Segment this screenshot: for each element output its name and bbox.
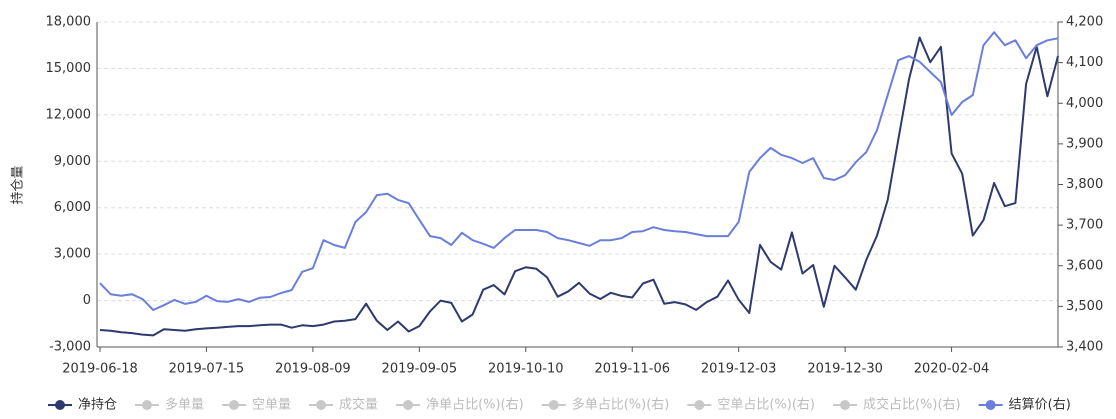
legend-marker	[694, 400, 705, 410]
legend-item: 成交占比(%)(右)	[832, 397, 961, 413]
legend-label: 净持仓	[78, 398, 117, 413]
x-tick-label: 2019-09-05	[382, 362, 458, 377]
y-tick-label: -3,000	[49, 340, 91, 355]
legend-label: 空单量	[252, 398, 291, 413]
x-tick-label: 2019-10-10	[488, 362, 564, 377]
series-line	[99, 31, 1059, 311]
legend-label: 结算价(右)	[1009, 398, 1071, 413]
legend-marker	[316, 400, 327, 410]
x-tick-label: 2019-12-30	[807, 362, 883, 377]
y2-tick-label: 3,600	[1066, 258, 1103, 273]
legend-label: 空单占比(%)(右)	[717, 398, 815, 413]
legend-marker	[229, 400, 240, 410]
y2-tick-label: 3,800	[1066, 177, 1103, 192]
legend-item: 空单量	[222, 398, 291, 413]
y2-tick-label: 3,900	[1066, 136, 1103, 151]
legend-item: 成交量	[309, 397, 378, 413]
series-line	[99, 36, 1059, 337]
legend-marker	[839, 400, 850, 410]
y2-tick-label: 4,200	[1066, 15, 1103, 30]
y-tick-label: 0	[83, 293, 91, 308]
x-tick-label: 2019-07-15	[169, 362, 245, 377]
y-tick-label: 12,000	[46, 107, 92, 122]
x-tick-label: 2019-08-09	[275, 362, 351, 377]
legend-label: 多单量	[165, 397, 204, 413]
legend-marker	[403, 400, 414, 410]
y2-tick-label: 3,400	[1066, 340, 1103, 355]
y-tick-label: 15,000	[46, 61, 92, 76]
legend-label: 多单占比(%)(右)	[572, 397, 670, 413]
y2-tick-label: 3,500	[1066, 299, 1103, 314]
x-tick-label: 2019-11-06	[594, 362, 670, 377]
legend-marker	[142, 400, 153, 410]
legend-item: 结算价(右)	[978, 398, 1071, 413]
legend-label: 净单占比(%)(右)	[426, 398, 524, 413]
y-tick-label: 3,000	[54, 247, 91, 262]
legend-marker	[548, 400, 559, 410]
y-tick-label: 18,000	[46, 15, 92, 30]
x-tick-label: 2019-12-03	[701, 362, 777, 377]
legend-marker	[55, 400, 65, 410]
legend-item: 多单量	[135, 397, 204, 413]
x-tick-label: 2019-06-18	[62, 362, 138, 377]
y-axis-label: 持仓量	[11, 165, 26, 204]
legend-marker	[985, 400, 996, 410]
y2-tick-label: 4,100	[1066, 55, 1103, 70]
y2-tick-label: 3,700	[1066, 218, 1103, 233]
y-tick-label: 6,000	[54, 200, 91, 215]
y2-tick-label: 4,000	[1066, 96, 1103, 111]
legend-item: 净持仓	[48, 398, 117, 413]
legend-label: 成交占比(%)(右)	[863, 397, 961, 413]
legend-item: 净单占比(%)(右)	[396, 398, 524, 413]
legend-label: 成交量	[339, 397, 378, 413]
legend-item: 空单占比(%)(右)	[687, 398, 815, 413]
y-tick-label: 9,000	[54, 154, 91, 169]
legend-item: 多单占比(%)(右)	[541, 397, 670, 413]
x-tick-label: 2020-02-04	[914, 362, 990, 377]
